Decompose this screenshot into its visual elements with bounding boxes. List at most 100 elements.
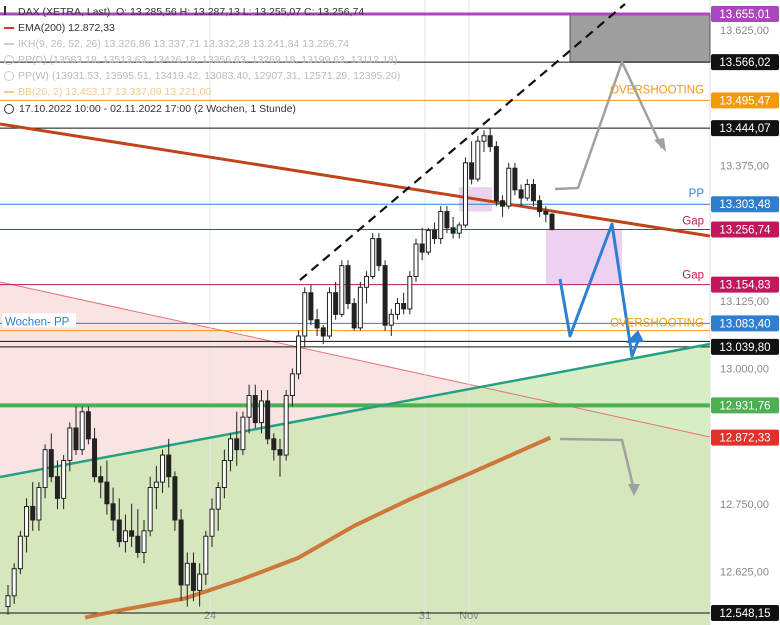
candle-body — [345, 265, 351, 305]
candle-body — [135, 535, 141, 553]
candle — [438, 206, 444, 245]
candle-body — [351, 303, 357, 329]
price-tag-bg — [711, 92, 779, 109]
candle-body — [524, 183, 530, 199]
scenario-arrow-up — [554, 60, 664, 191]
price-tag: 12.872,33 — [711, 429, 779, 446]
candle-body — [413, 243, 419, 277]
candle-body — [42, 449, 48, 489]
candle-body — [129, 530, 135, 537]
price-tag: 13.154,83 — [711, 276, 779, 293]
candle-body — [296, 335, 302, 375]
candle-body — [147, 487, 153, 532]
price-tag: 13.256,74 — [711, 221, 779, 238]
candle-body — [364, 275, 370, 288]
candle — [376, 233, 382, 272]
channel-trendline — [299, 3, 626, 281]
candle — [394, 298, 400, 320]
candle-body — [475, 140, 481, 180]
candle — [147, 476, 153, 537]
candle-body — [462, 162, 468, 226]
candle — [333, 281, 339, 320]
ema200-line — [84, 435, 552, 620]
candle — [178, 509, 184, 602]
candle — [5, 584, 11, 615]
candle-body — [302, 292, 308, 337]
candle — [85, 406, 91, 445]
candle-body — [61, 459, 67, 499]
candle — [61, 455, 67, 510]
price-tag-bg — [711, 315, 779, 332]
candle — [518, 184, 524, 207]
candle-body — [184, 562, 190, 586]
candle-body — [228, 438, 234, 461]
wochen-pp-bg — [2, 313, 76, 328]
candle-body — [209, 508, 215, 537]
candle — [320, 325, 326, 345]
y-tick-label: 13.375,00 — [720, 161, 769, 173]
candle-body — [357, 286, 363, 329]
price-tag: 12.548,15 — [711, 605, 779, 621]
candle-body — [234, 438, 240, 451]
price-tag: 12.931,76 — [711, 397, 779, 414]
price-tag-bg — [711, 196, 779, 213]
candle — [129, 503, 135, 548]
y-tick-label: 12.625,00 — [720, 566, 769, 578]
candle-body — [36, 487, 42, 521]
candle — [364, 271, 370, 304]
candle — [246, 384, 252, 434]
candle — [122, 514, 128, 553]
candle-body — [271, 438, 277, 451]
candle — [388, 308, 394, 337]
candle-body — [308, 292, 314, 321]
price-tag-label: 13.039,80 — [719, 342, 770, 354]
gap-label: Gap — [682, 270, 704, 282]
candle — [530, 179, 536, 207]
candle-body — [530, 183, 536, 202]
candle-body — [425, 229, 431, 253]
price-tag-label: 13.444,07 — [719, 123, 770, 135]
candle-body — [104, 481, 110, 505]
candle — [79, 406, 85, 456]
candle-body — [487, 135, 493, 148]
legend-ikh[interactable]: IKH(9, 26, 52, 26) 13.326,86 13.337,71 1… — [4, 38, 349, 50]
candle-body — [388, 313, 394, 326]
legend-bb[interactable]: BB(20, 2) 13.453,17 13.337,09 13.221,00 — [4, 86, 211, 98]
candle — [197, 563, 203, 607]
candle — [153, 465, 159, 510]
candle — [512, 162, 518, 196]
y-tick-label: 13.125,00 — [720, 296, 769, 308]
candle-body — [512, 167, 518, 191]
candle — [296, 330, 302, 380]
candle — [54, 460, 60, 510]
candle-body — [172, 476, 178, 521]
candle-body — [500, 200, 506, 207]
candle-body — [456, 224, 462, 234]
legend-pp-weekly[interactable]: PP(W) (13931.53, 13595.51, 13419.42, 130… — [4, 70, 400, 82]
legend-pp-daily[interactable]: PP(D) (13583.18, 13513.63, 13426.18, 133… — [4, 54, 397, 66]
eye-icon[interactable] — [4, 71, 14, 82]
candle-body — [314, 319, 320, 329]
candle — [172, 471, 178, 531]
price-tag-label: 13.566,02 — [719, 57, 770, 69]
candle — [524, 179, 530, 201]
candle — [326, 287, 332, 339]
bearish-trendline — [0, 281, 711, 438]
price-tag: 13.039,80 — [711, 338, 779, 355]
eye-icon[interactable] — [4, 55, 14, 66]
y-tick-label: 13.000,00 — [720, 363, 769, 375]
candle — [469, 141, 475, 185]
candle-body — [283, 395, 289, 456]
candle — [221, 449, 227, 499]
candle — [401, 292, 407, 315]
price-tag-label: 13.256,74 — [719, 225, 771, 237]
candle — [382, 260, 388, 331]
legend-ema[interactable]: EMA(200) 12.872,33 — [4, 22, 115, 34]
candle — [289, 368, 295, 407]
candle-body — [333, 292, 339, 315]
candle — [166, 438, 172, 488]
candle — [258, 390, 264, 434]
candle-body — [432, 229, 438, 240]
candle-body — [401, 303, 407, 310]
